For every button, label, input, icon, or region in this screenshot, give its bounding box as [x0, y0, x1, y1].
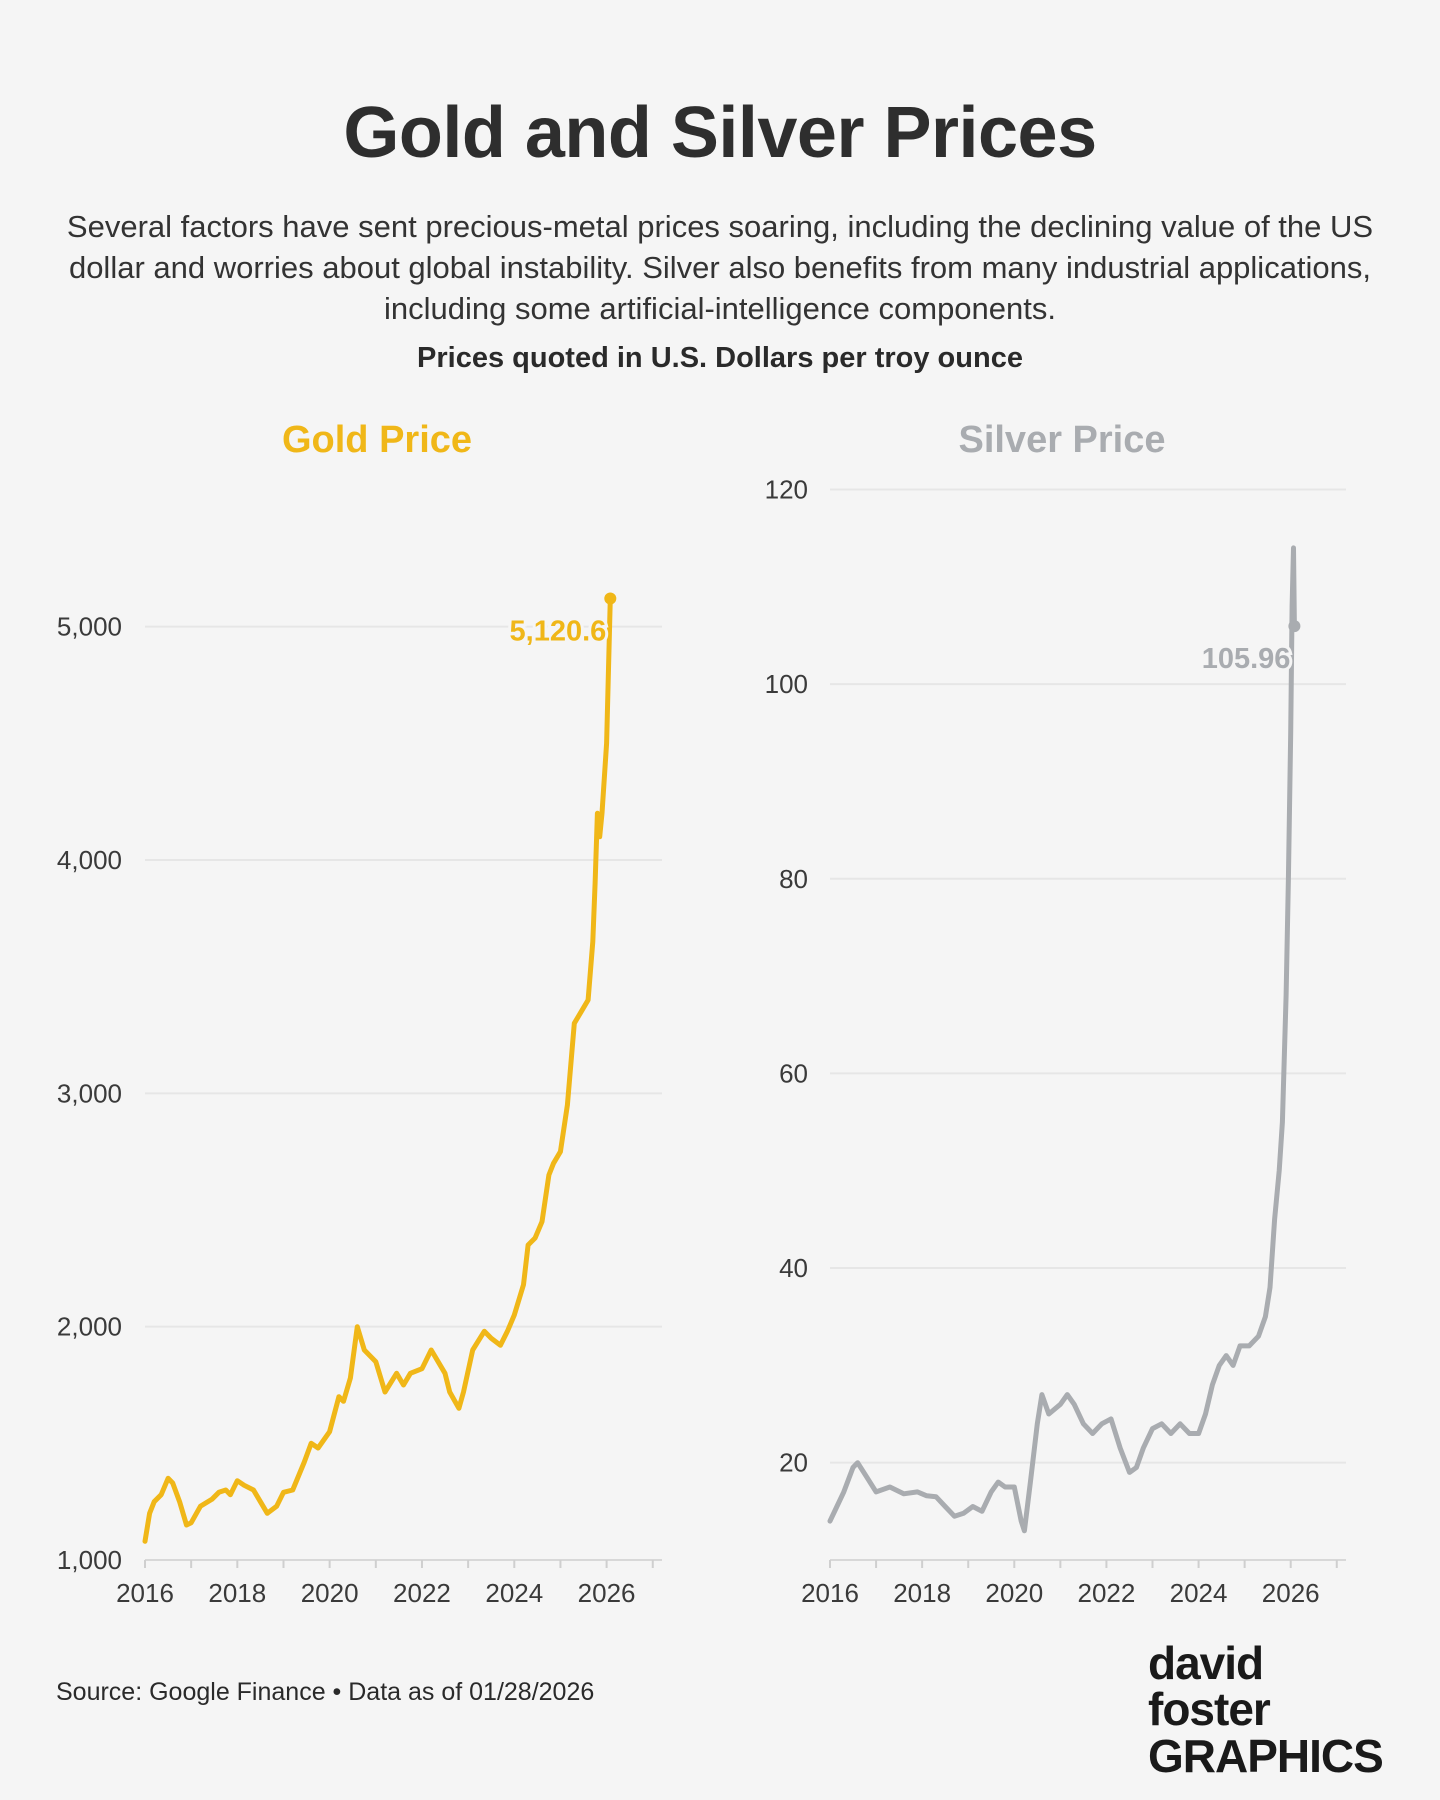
- silver-y-tick-label: 60: [779, 1058, 808, 1088]
- silver-x-tick-label: 2022: [1078, 1578, 1136, 1608]
- silver-y-tick-label: 20: [779, 1448, 808, 1478]
- silver-price-chart: Silver Price 20 40 60 80 100 120 2016 2018 2020 20…: [765, 419, 1346, 1608]
- silver-x-tick-label: 2026: [1262, 1578, 1320, 1608]
- silver-price-line: [827, 545, 1297, 1534]
- silver-chart-title: Silver Price: [958, 419, 1165, 461]
- silver-x-tick-label: 2016: [801, 1578, 859, 1608]
- gold-y-tick-label: 3,000: [57, 1078, 122, 1108]
- gold-price-chart: Gold Price 1,000 2,000 3,000 4,000 5,000 2016 2…: [57, 419, 662, 1608]
- silver-y-tick-label: 80: [779, 864, 808, 894]
- silver-end-value-label: 105.96: [1202, 643, 1291, 675]
- gold-end-value-label: 5,120.6: [510, 616, 607, 648]
- silver-y-tick-label: 40: [779, 1253, 808, 1283]
- gold-x-tick-label: 2016: [116, 1578, 174, 1608]
- gold-x-tick-label: 2018: [208, 1578, 266, 1608]
- publisher-logo: david foster GRAPHICS: [1148, 1640, 1388, 1780]
- page-title: Gold and Silver Prices: [343, 93, 1097, 173]
- gold-end-point: [604, 592, 617, 605]
- source-note: Source: Google Finance • Data as of 01/2…: [56, 1678, 595, 1706]
- gold-y-tick-label: 4,000: [57, 845, 122, 875]
- gold-x-tick-label: 2026: [578, 1578, 636, 1608]
- gold-x-tick-label: 2020: [301, 1578, 359, 1608]
- gold-chart-title: Gold Price: [282, 419, 472, 461]
- gold-x-tick-label: 2022: [393, 1578, 451, 1608]
- gold-y-tick-label: 1,000: [57, 1545, 122, 1575]
- silver-y-tick-label: 100: [765, 669, 808, 699]
- silver-x-tick-label: 2018: [893, 1578, 951, 1608]
- silver-x-tick-label: 2020: [985, 1578, 1043, 1608]
- gold-y-tick-label: 5,000: [57, 612, 122, 642]
- silver-y-tick-label: 120: [765, 474, 808, 504]
- logo-line-2: GRAPHICS: [1148, 1730, 1384, 1782]
- logo-line-1: david foster: [1148, 1637, 1271, 1735]
- units-note: Prices quoted in U.S. Dollars per troy o…: [417, 342, 1023, 374]
- gold-x-tick-label: 2024: [485, 1578, 543, 1608]
- page-subtitle: Several factors have sent precious-metal…: [66, 209, 1374, 326]
- gold-y-tick-label: 2,000: [57, 1312, 122, 1342]
- silver-x-tick-label: 2024: [1170, 1578, 1228, 1608]
- gold-price-line: [142, 596, 613, 1544]
- silver-end-point: [1288, 620, 1301, 633]
